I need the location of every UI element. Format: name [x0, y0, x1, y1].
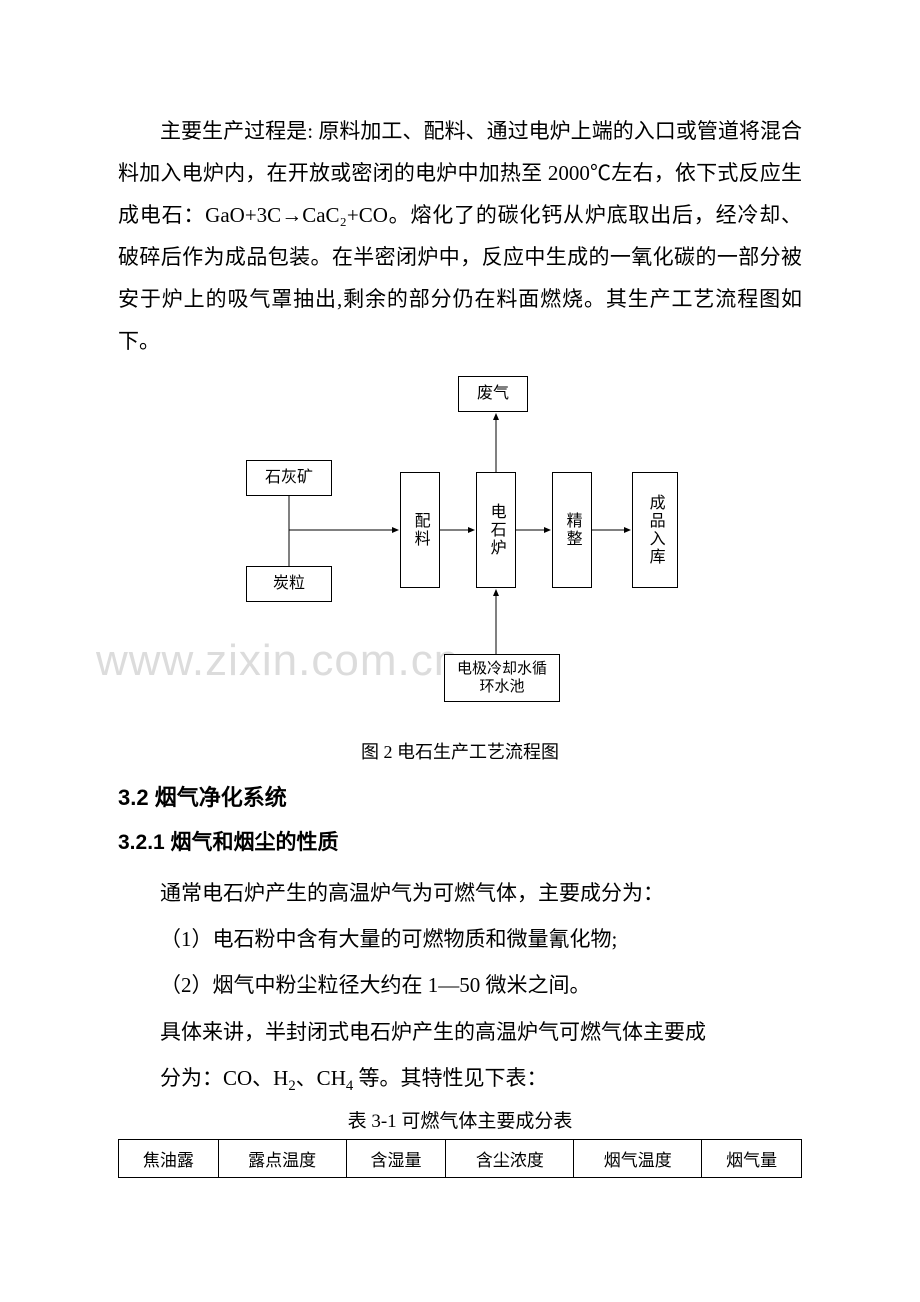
table-header-cell: 烟气量: [702, 1140, 802, 1178]
table-header-cell: 焦油露: [119, 1140, 219, 1178]
body-line-4: 具体来讲，半封闭式电石炉产生的高温炉气可燃气体主要成: [118, 1009, 802, 1055]
main-paragraph: 主要生产过程是: 原料加工、配料、通过电炉上端的入口或管道将混合料加入电炉内，在…: [118, 110, 802, 362]
table-row: 焦油露 露点温度 含湿量 含尘浓度 烟气温度 烟气量: [119, 1140, 802, 1178]
table-header-cell: 含尘浓度: [446, 1140, 574, 1178]
body-line-5: 分为：CO、H2、CH4 等。其特性见下表：: [118, 1055, 802, 1103]
flowchart-container: www.zixin.com.cn 废气 石灰矿 炭粒 配料 电石炉 精整 成品入…: [118, 376, 802, 726]
gas-table: 焦油露 露点温度 含湿量 含尘浓度 烟气温度 烟气量: [118, 1139, 802, 1178]
table-header-cell: 含湿量: [346, 1140, 446, 1178]
flowchart-edges: [180, 376, 740, 726]
line5-a: 分为：CO、H: [160, 1066, 288, 1090]
body-line-3: （2）烟气中粉尘粒径大约在 1—50 微米之间。: [118, 962, 802, 1008]
heading-3-2: 3.2 烟气净化系统: [118, 780, 802, 812]
table-header-cell: 烟气温度: [574, 1140, 702, 1178]
flowchart: 废气 石灰矿 炭粒 配料 电石炉 精整 成品入库 电极冷却水循环水池: [180, 376, 740, 726]
line5-b: 、CH: [296, 1066, 346, 1090]
table-caption: 表 3-1 可燃气体主要成分表: [118, 1106, 802, 1133]
body-line-2: （1）电石粉中含有大量的可燃物质和微量氰化物;: [118, 916, 802, 962]
body-line-1: 通常电石炉产生的高温炉气为可燃气体，主要成分为：: [118, 870, 802, 916]
line5-sub1: 2: [288, 1078, 295, 1094]
figure-caption: 图 2 电石生产工艺流程图: [118, 738, 802, 764]
line5-c: 等。其特性见下表：: [353, 1066, 547, 1090]
table-header-cell: 露点温度: [218, 1140, 346, 1178]
heading-3-2-1: 3.2.1 烟气和烟尘的性质: [118, 826, 802, 856]
